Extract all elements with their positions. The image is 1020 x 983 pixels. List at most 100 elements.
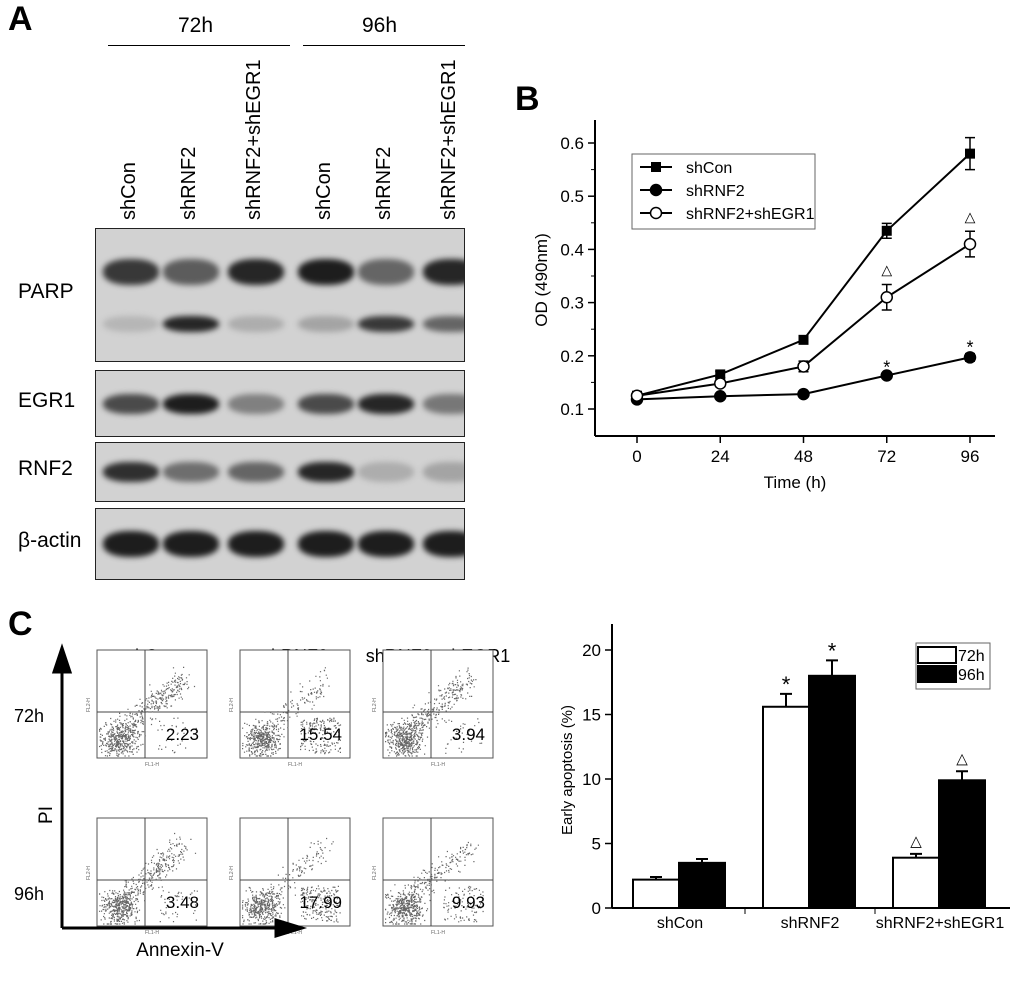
flow-events: [242, 837, 341, 925]
category-label: shRNF2: [781, 915, 840, 932]
filled-circle-marker: [963, 351, 977, 364]
early-apoptosis-percent: 3.94: [452, 725, 485, 744]
blot-band: [358, 316, 414, 332]
blot-row-label: RNF2: [18, 457, 73, 480]
series-line: [636, 243, 971, 397]
panel-label-a: A: [8, 0, 33, 38]
blot-band: [228, 531, 284, 557]
flow-plot-frame: [239, 817, 351, 927]
flow-x-tick-label: FL1-H: [145, 930, 159, 936]
flow-x-tick-label: FL1-H: [431, 762, 445, 768]
blot-band: [423, 393, 464, 414]
blot-band: [423, 259, 464, 285]
timepoint-72h: 72h: [178, 14, 214, 37]
blot-row-label: PARP: [18, 280, 74, 303]
flow-x-tick-label: FL1-H: [145, 762, 159, 768]
flow-events: [385, 841, 484, 925]
bar: [632, 878, 680, 909]
y-tick-label: 0.2: [560, 347, 584, 366]
panel-label-c: C: [8, 605, 33, 643]
series-shRNF2: [630, 351, 977, 406]
blot-band: [163, 316, 219, 332]
category-label: shCon: [657, 915, 703, 932]
significance-marker: *: [966, 338, 973, 358]
blot-band: [423, 316, 464, 332]
flow-plot: 17.99 FL1-H FL2-H: [229, 817, 351, 936]
flow-row-label: 72h: [14, 706, 44, 726]
x-axis-label: Time (h): [764, 473, 827, 492]
blot-band: [423, 462, 464, 482]
divider-72h: [108, 45, 290, 46]
early-apoptosis-percent: 15.54: [299, 725, 342, 744]
flow-x-tick-label: FL1-H: [288, 930, 302, 936]
blot-band: [298, 462, 354, 482]
timepoint-96h: 96h: [362, 14, 398, 37]
x-tick-label: 96: [961, 447, 980, 466]
legend-swatch: [917, 665, 957, 683]
early-apoptosis-percent: 3.48: [166, 893, 199, 912]
lane-label: shCon: [313, 162, 335, 220]
blot-band: [228, 316, 284, 332]
lane-label: shRNF2: [373, 146, 395, 220]
square-marker: [798, 334, 809, 345]
blot-band: [423, 531, 464, 557]
blot-band: [358, 393, 414, 414]
flow-x-tick-label: FL1-H: [288, 762, 302, 768]
open-circle-marker: [797, 360, 810, 373]
flow-plot: 2.23 FL1-H FL2-H: [86, 649, 208, 768]
pi-axis-label: PI: [36, 806, 57, 824]
flow-plot-frame: [96, 817, 208, 927]
flow-y-tick-label: FL2-H: [372, 866, 378, 880]
flow-y-tick-label: FL2-H: [229, 866, 235, 880]
blot-row-label: β-actin: [18, 529, 82, 552]
error-bar: [826, 659, 838, 676]
category-label: shRNF2+shEGR1: [876, 915, 1005, 932]
legend-label: 96h: [958, 667, 985, 684]
significance-marker: *: [828, 638, 837, 663]
blot-band: [358, 462, 414, 482]
early-apoptosis-percent: 17.99: [299, 893, 342, 912]
blot-0: [95, 228, 465, 362]
lane-label: shRNF2+shEGR1: [243, 59, 265, 220]
legend-swatch: [917, 646, 957, 664]
bar: [938, 779, 986, 909]
y-tick-label: 0.1: [560, 400, 584, 419]
blot-band: [298, 531, 354, 557]
bar: [892, 856, 940, 910]
significance-marker: *: [782, 672, 791, 697]
annexin-axis-arrow: [62, 917, 308, 939]
y-tick-label: 0.6: [560, 134, 584, 153]
filled-circle-marker: [714, 389, 727, 403]
y-tick-label: 5: [592, 835, 601, 854]
significance-marker: △: [910, 833, 922, 850]
flow-events: [242, 667, 342, 757]
blot-band: [103, 316, 159, 332]
x-tick-label: 48: [794, 447, 813, 466]
y-tick-label: 10: [582, 770, 601, 789]
blot-band: [358, 259, 414, 285]
lane-label: shRNF2+shEGR1: [438, 59, 460, 220]
legend-label: shCon: [686, 160, 732, 177]
significance-marker: △: [881, 262, 892, 278]
flow-y-tick-label: FL2-H: [229, 698, 235, 712]
early-apoptosis-percent: 9.93: [452, 893, 485, 912]
x-tick-label: 72: [877, 447, 896, 466]
flow-plot: 3.48 FL1-H FL2-H: [86, 817, 208, 936]
legend-label: shRNF2+shEGR1: [686, 206, 815, 223]
divider-96h: [303, 45, 465, 46]
y-tick-label: 0.3: [560, 294, 584, 313]
blot-band: [298, 316, 354, 332]
y-tick-label: 0.5: [560, 187, 584, 206]
y-axis-label: OD (490nm): [532, 233, 551, 327]
lane-label: shCon: [118, 162, 140, 220]
bar: [762, 705, 810, 910]
lane-label: shRNF2: [178, 146, 200, 220]
bar: [678, 861, 726, 909]
y-tick-label: 20: [582, 641, 601, 660]
blot-band: [228, 393, 284, 414]
error-bar: [650, 876, 662, 880]
flow-events: [385, 667, 484, 757]
flow-x-tick-label: FL1-H: [431, 930, 445, 936]
